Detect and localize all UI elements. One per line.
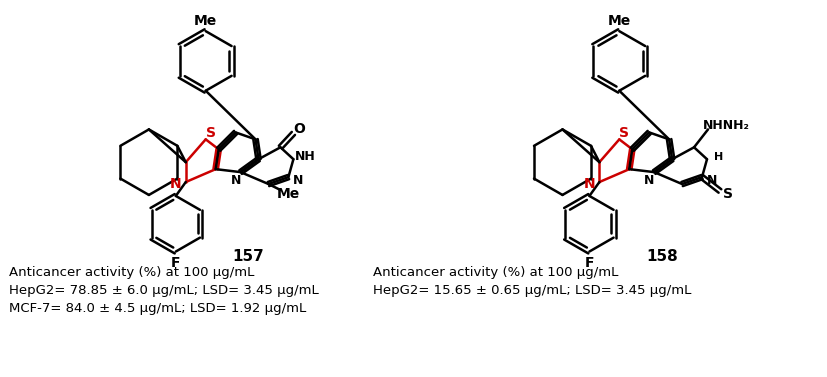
- Text: MCF-7= 84.0 ± 4.5 μg/mL; LSD= 1.92 μg/mL: MCF-7= 84.0 ± 4.5 μg/mL; LSD= 1.92 μg/mL: [9, 302, 307, 315]
- Text: NHNH₂: NHNH₂: [702, 119, 749, 132]
- Text: Anticancer activity (%) at 100 μg/mL: Anticancer activity (%) at 100 μg/mL: [9, 266, 255, 279]
- Text: N: N: [294, 173, 304, 187]
- Text: HepG2= 15.65 ± 0.65 μg/mL; LSD= 3.45 μg/mL: HepG2= 15.65 ± 0.65 μg/mL; LSD= 3.45 μg/…: [373, 284, 691, 297]
- Text: F: F: [171, 256, 180, 270]
- Text: HepG2= 78.85 ± 6.0 μg/mL; LSD= 3.45 μg/mL: HepG2= 78.85 ± 6.0 μg/mL; LSD= 3.45 μg/m…: [9, 284, 319, 297]
- Text: N: N: [170, 177, 182, 191]
- Text: Me: Me: [194, 14, 218, 28]
- Text: S: S: [723, 187, 733, 201]
- Text: 157: 157: [232, 249, 265, 264]
- Text: N: N: [644, 173, 654, 187]
- Text: H: H: [715, 152, 724, 162]
- Text: O: O: [294, 123, 305, 136]
- Text: S: S: [619, 126, 629, 140]
- Text: Me: Me: [608, 14, 631, 28]
- Text: F: F: [585, 256, 594, 270]
- Text: NH: NH: [295, 150, 316, 163]
- Text: Me: Me: [277, 187, 300, 201]
- Text: Anticancer activity (%) at 100 μg/mL: Anticancer activity (%) at 100 μg/mL: [373, 266, 619, 279]
- Text: N: N: [584, 177, 595, 191]
- Text: S: S: [206, 126, 216, 140]
- Text: 158: 158: [646, 249, 678, 264]
- Text: N: N: [707, 173, 717, 187]
- Text: N: N: [231, 173, 241, 187]
